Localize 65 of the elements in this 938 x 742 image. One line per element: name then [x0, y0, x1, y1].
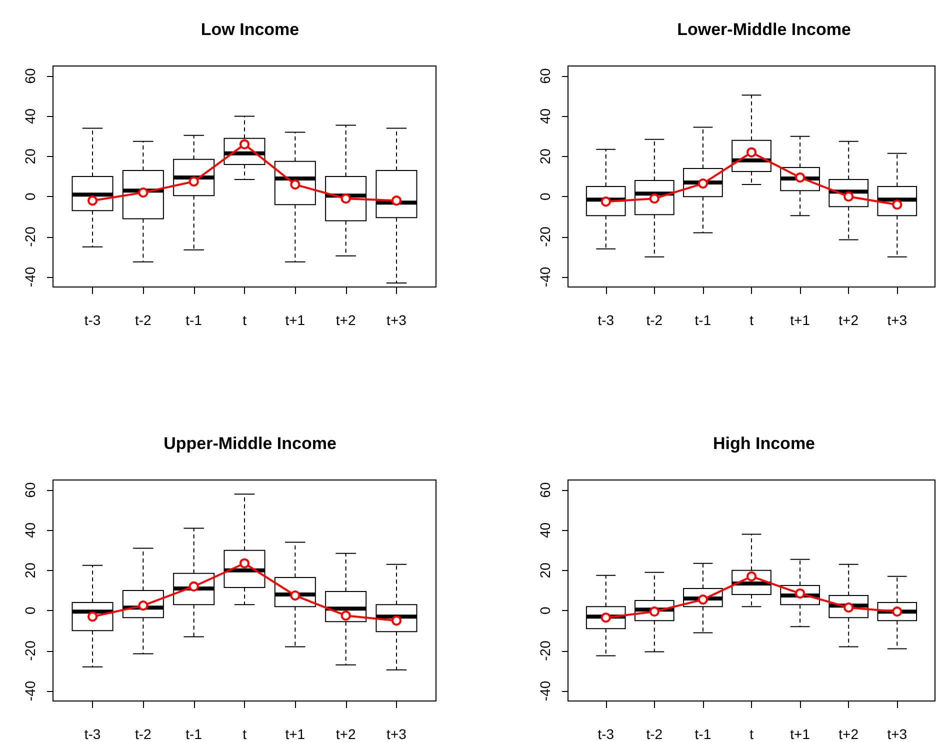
- y-tick-label: 60: [537, 68, 553, 84]
- x-tick-label: t-3: [598, 312, 614, 328]
- x-tick-label: t: [750, 726, 754, 742]
- point: [240, 139, 250, 150]
- y-tick-label: -40: [22, 266, 38, 288]
- point: [240, 558, 250, 568]
- y-tick-label: 0: [537, 192, 553, 200]
- point: [88, 196, 98, 206]
- y-tick-label: 0: [22, 606, 38, 614]
- y-tick-label: 40: [22, 522, 38, 538]
- x-tick-label: t: [242, 312, 247, 328]
- x-tick-label: t-1: [694, 726, 712, 742]
- x-tick-label: t: [750, 312, 754, 328]
- chart-title: Upper-Middle Income: [164, 434, 336, 453]
- x-tick-label: t+1: [790, 312, 810, 328]
- point: [340, 610, 351, 621]
- y-tick-label: -20: [537, 226, 553, 247]
- x-tick-label: t+2: [336, 312, 356, 328]
- x-tick-label: t+1: [790, 726, 810, 742]
- point: [138, 188, 148, 198]
- x-tick-label: t-2: [135, 726, 152, 742]
- y-tick-label: 20: [537, 562, 553, 578]
- y-tick-label: 20: [22, 148, 38, 164]
- y-tick-label: 40: [537, 522, 553, 538]
- x-tick-label: t+2: [336, 726, 356, 742]
- x-tick-label: t-2: [646, 312, 663, 328]
- y-tick-label: -20: [22, 640, 38, 661]
- x-tick-label: t+2: [838, 726, 859, 742]
- chart-title: Lower-Middle Income: [677, 20, 851, 39]
- y-tick-label: 40: [537, 108, 553, 124]
- point: [746, 571, 756, 582]
- x-tick-label: t+3: [887, 726, 908, 742]
- x-tick-label: t: [242, 726, 247, 742]
- x-tick-label: t-2: [135, 312, 152, 328]
- point: [290, 180, 300, 190]
- y-tick-label: 60: [537, 482, 553, 498]
- y-tick-label: 0: [22, 192, 38, 200]
- x-tick-label: t+1: [285, 312, 306, 328]
- x-tick-label: t+3: [386, 312, 407, 328]
- x-tick-label: t-3: [598, 726, 614, 742]
- x-tick-label: t+1: [285, 726, 306, 742]
- y-tick-label: 0: [537, 606, 553, 614]
- x-tick-label: t-2: [646, 726, 663, 742]
- y-tick-label: 60: [22, 482, 38, 498]
- chart-title: Low Income: [200, 20, 300, 39]
- x-tick-label: t-3: [84, 312, 101, 328]
- point: [391, 196, 402, 206]
- x-tick-label: t-3: [84, 726, 101, 742]
- x-tick-label: t-1: [186, 312, 202, 328]
- x-tick-label: t-1: [186, 726, 202, 742]
- x-tick-label: t+3: [386, 726, 407, 742]
- x-tick-label: t-1: [694, 312, 712, 328]
- y-tick-label: -40: [22, 680, 38, 702]
- chart-title: High Income: [712, 434, 816, 453]
- y-tick-label: -20: [537, 640, 553, 661]
- y-tick-label: 60: [22, 68, 38, 84]
- y-tick-label: -40: [537, 680, 553, 702]
- x-tick-label: t+3: [887, 312, 908, 328]
- y-tick-label: 20: [22, 562, 38, 578]
- x-tick-label: t+2: [838, 312, 859, 328]
- point: [340, 194, 351, 204]
- y-tick-label: -20: [22, 226, 38, 247]
- y-tick-label: -40: [537, 266, 553, 288]
- y-tick-label: 40: [22, 108, 38, 124]
- y-tick-label: 20: [537, 148, 553, 164]
